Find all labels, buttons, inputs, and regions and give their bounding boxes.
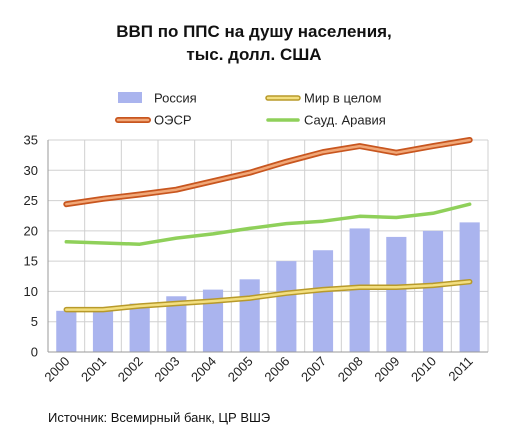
x-tick-label: 2005 (225, 354, 256, 385)
x-tick-label: 2002 (115, 354, 146, 385)
bar-russia (129, 303, 150, 352)
bar-russia (239, 279, 260, 352)
y-tick-label: 25 (24, 193, 38, 208)
bar-russia (92, 307, 114, 352)
line-saudi (64, 202, 472, 246)
y-tick-label: 10 (24, 284, 38, 299)
legend-swatch-russia (118, 92, 142, 103)
x-tick-label: 2004 (188, 354, 219, 385)
legend: Россия Мир в целом ОЭСР Сауд. Аравия (115, 91, 386, 128)
legend-label: Мир в целом (304, 91, 382, 106)
bar-russia (276, 261, 297, 352)
bar-russia (166, 296, 187, 352)
legend-label: Сауд. Аравия (304, 113, 386, 128)
source-note: Источник: Всемирный банк, ЦР ВШЭ (48, 410, 271, 425)
x-tick-label: 2007 (298, 354, 329, 385)
series-lines (63, 137, 473, 313)
y-tick-label: 35 (24, 133, 38, 148)
x-tick-label: 2003 (151, 354, 182, 385)
bar-russia (202, 289, 224, 352)
legend-label: ОЭСР (154, 113, 192, 128)
x-tick-label: 2000 (41, 354, 72, 385)
x-tick-label: 2009 (371, 354, 402, 385)
legend-label: Россия (154, 91, 197, 106)
x-tick-label: 2001 (78, 354, 109, 385)
bar-russia (422, 230, 444, 352)
y-tick-label: 30 (24, 163, 38, 178)
line-oecd (65, 138, 471, 206)
bar-russia (56, 310, 77, 352)
bar-russia (386, 236, 407, 352)
chart-title-line-1: ВВП по ППС на душу населения, (116, 22, 392, 41)
x-tick-label: 2010 (408, 354, 439, 385)
y-tick-label: 15 (24, 254, 38, 269)
x-tick-label: 2011 (445, 354, 475, 384)
y-tick-label: 0 (31, 345, 38, 360)
y-tick-label: 5 (31, 314, 38, 329)
y-tick-label: 20 (24, 223, 38, 238)
x-tick-label: 2006 (261, 354, 292, 385)
bar-russia (312, 250, 334, 352)
bar-russia (349, 228, 370, 352)
grid (48, 139, 489, 352)
chart-title-line-2: тыс. долл. США (186, 45, 322, 64)
bars-russia (56, 222, 480, 352)
chart-title: ВВП по ППС на душу населения, тыс. долл.… (0, 20, 508, 66)
bar-russia (459, 222, 480, 352)
x-tick-label: 2008 (335, 354, 366, 385)
line-world (65, 280, 471, 311)
